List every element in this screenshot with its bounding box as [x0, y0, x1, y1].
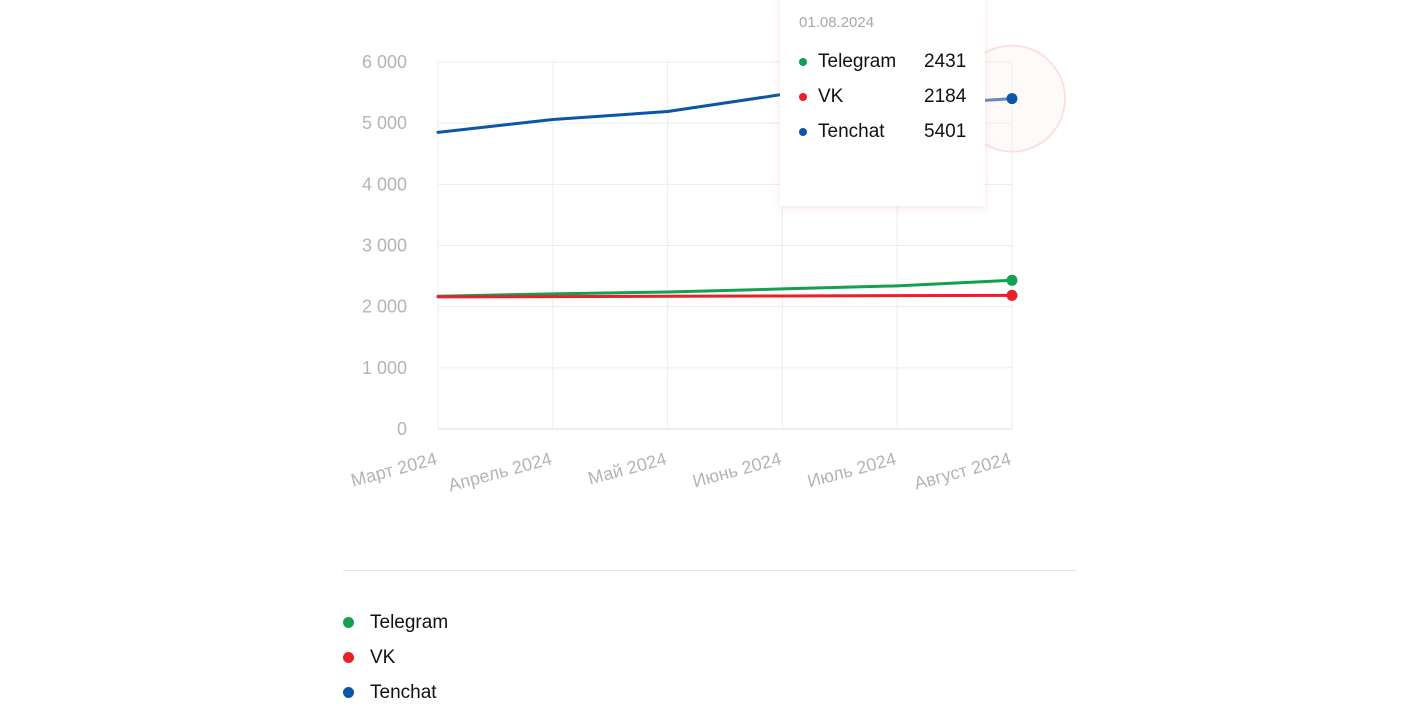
tooltip-series-value: 2184: [924, 85, 967, 107]
data-point-vk[interactable]: [1006, 289, 1018, 301]
legend-item-tenchat[interactable]: Tenchat: [343, 675, 448, 710]
series-line-vk: [436, 293, 1014, 299]
y-tick-label: 5 000: [362, 113, 407, 133]
chart-tooltip: 01.08.2024 Telegram 2431 VK 2184 Tenchat…: [780, 0, 985, 206]
tooltip-series-name: Telegram: [818, 50, 897, 72]
tooltip-row-telegram: Telegram 2431: [799, 44, 985, 79]
legend-label: VK: [370, 646, 396, 668]
legend-dot-tenchat: [343, 687, 354, 698]
tooltip-row-vk: VK 2184: [799, 79, 985, 114]
chart-legend: Telegram VK Tenchat: [343, 605, 448, 710]
series-line-telegram: [436, 278, 1014, 298]
x-tick-label: Апрель 2024: [446, 449, 554, 496]
x-tick-label: Март 2024: [349, 449, 439, 491]
legend-dot-vk: [343, 652, 354, 663]
y-tick-label: 4 000: [362, 174, 407, 194]
x-tick-label: Август 2024: [912, 449, 1013, 494]
tooltip-dot-telegram: [799, 57, 807, 66]
tooltip-row-tenchat: Tenchat 5401: [799, 114, 985, 149]
legend-label: Tenchat: [370, 681, 437, 703]
y-tick-label: 0: [397, 419, 407, 439]
tooltip-dot-tenchat: [799, 127, 807, 136]
x-axis: Март 2024 Апрель 2024 Май 2024 Июнь 2024 Июл…: [349, 449, 1013, 496]
legend-dot-telegram: [343, 617, 354, 628]
y-tick-label: 2 000: [362, 297, 407, 317]
y-tick-label: 6 000: [362, 52, 407, 72]
data-point-tenchat[interactable]: [1006, 93, 1018, 105]
tooltip-series-name: Tenchat: [818, 120, 885, 142]
legend-item-telegram[interactable]: Telegram: [343, 605, 448, 640]
series-points: [1006, 93, 1018, 301]
x-tick-label: Июль 2024: [805, 449, 898, 492]
tooltip-series-name: VK: [818, 85, 844, 107]
x-tick-label: Май 2024: [586, 449, 669, 489]
legend-divider: [343, 570, 1076, 571]
legend-item-vk[interactable]: VK: [343, 640, 448, 675]
x-tick-label: Июнь 2024: [691, 449, 784, 492]
line-chart: 0 1 000 2 000 3 000 4 000 5 000 6 000 Март 202…: [349, 44, 1066, 496]
legend-label: Telegram: [370, 611, 449, 633]
tooltip-date: 01.08.2024: [799, 14, 875, 31]
tooltip-series-value: 5401: [924, 120, 967, 142]
y-tick-label: 1 000: [362, 358, 407, 378]
tooltip-dot-vk: [799, 92, 807, 101]
data-point-telegram[interactable]: [1006, 274, 1018, 286]
y-axis: 0 1 000 2 000 3 000 4 000 5 000 6 000: [362, 52, 407, 439]
tooltip-series-value: 2431: [924, 50, 967, 72]
y-tick-label: 3 000: [362, 236, 407, 256]
